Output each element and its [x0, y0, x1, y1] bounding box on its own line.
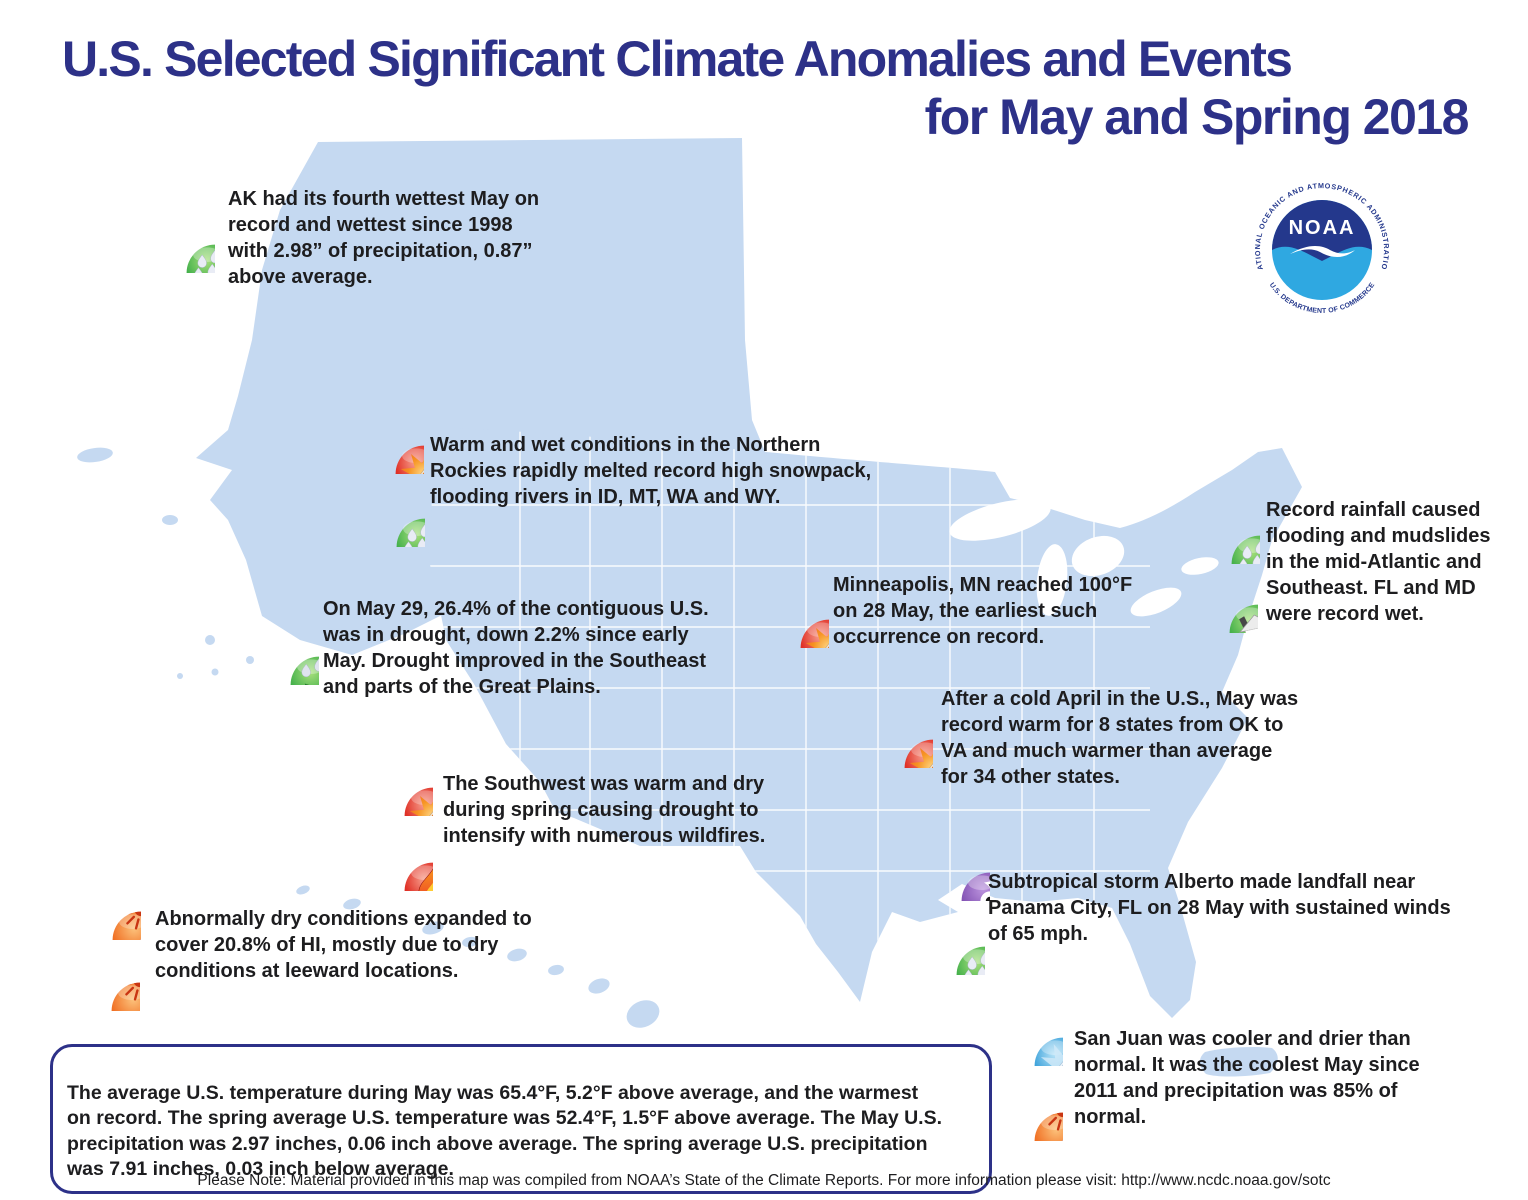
precipitation-icon	[1194, 498, 1260, 564]
annotation-northern-rockies: Warm and wet conditions in the Northern …	[430, 434, 872, 508]
precipitation-icon	[359, 481, 425, 547]
summary-text: The average U.S. temperature during May …	[67, 1081, 943, 1181]
footer-note: Please Note: Material provided in this m…	[197, 1172, 1331, 1189]
annotation-hawaii-dry: Abnormally dry conditions expanded to co…	[155, 908, 532, 982]
noaa-seabird-icon	[1290, 245, 1355, 257]
dryness-icon	[997, 1075, 1063, 1141]
puerto-rico-shape	[1199, 1047, 1278, 1077]
annotation-minneapolis-heat: Minneapolis, MN reached 100°F on 28 May,…	[833, 574, 1133, 648]
flooding-icon	[1192, 567, 1258, 633]
precipitation-icon	[149, 207, 215, 273]
annotation-san-juan-cool-dry: San Juan was cooler and drier than norma…	[1074, 1028, 1420, 1128]
annotation-mid-atlantic-rain: Record rainfall caused flooding and muds…	[1266, 499, 1491, 625]
annotation-alaska-wet: AK had its fourth wettest May on record …	[228, 188, 540, 288]
noaa-logo: NATIONAL OCEANIC AND ATMOSPHERIC ADMINIS…	[1248, 176, 1396, 324]
precipitation-icon	[919, 909, 985, 975]
cracked-drought-icon	[74, 945, 140, 1011]
warm-thermometer-icon	[367, 750, 433, 816]
page-title: U.S. Selected Significant Climate Anomal…	[62, 31, 1470, 145]
dryness-icon	[75, 874, 141, 940]
great-lakes	[949, 499, 1219, 617]
wildfire-icon	[367, 825, 433, 891]
warm-thermometer-icon	[358, 408, 424, 474]
noaa-acronym: NOAA	[1289, 217, 1356, 239]
warm-thermometer-icon	[867, 702, 933, 768]
summary-box: The average U.S. temperature during May …	[50, 1044, 992, 1194]
annotation-storm-alberto: Subtropical storm Alberto made landfall …	[988, 871, 1451, 945]
annotation-southwest-warm-dry: The Southwest was warm and dry during sp…	[443, 773, 766, 847]
hawaii-islands	[296, 885, 660, 1028]
annotation-may-record-warm: After a cold April in the U.S., May was …	[941, 688, 1299, 788]
annotation-drought-update: On May 29, 26.4% of the contiguous U.S. …	[323, 598, 709, 698]
contiguous-us-shape	[426, 427, 1302, 1018]
title-line-2: for May and Spring 2018	[924, 89, 1470, 145]
drought-improvement-icon	[253, 619, 319, 685]
title-line-1: U.S. Selected Significant Climate Anomal…	[62, 31, 1293, 87]
tropical-storm-icon	[924, 835, 990, 901]
warm-thermometer-icon	[763, 582, 829, 648]
cool-thermometer-icon	[997, 1000, 1063, 1066]
